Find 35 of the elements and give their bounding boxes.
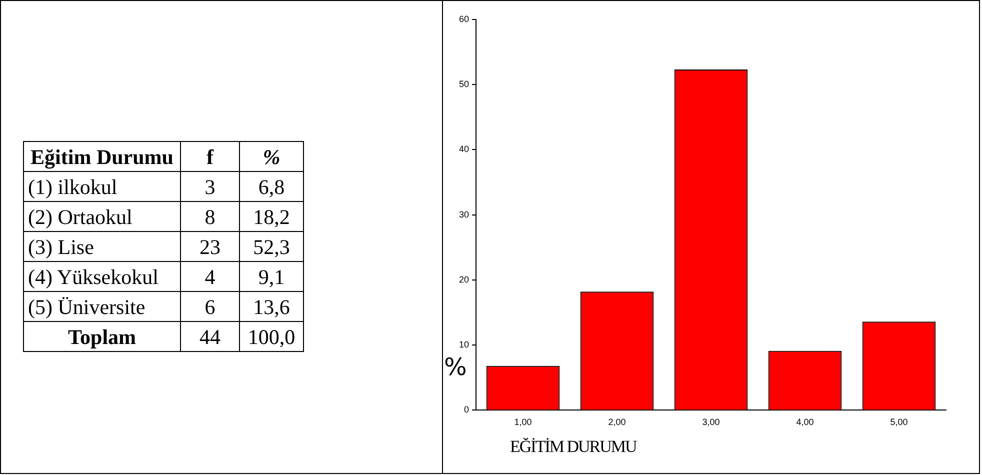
- text: Eğitim Durumu: [24, 142, 180, 172]
- y-tick-label: 60: [458, 14, 470, 24]
- text: 3: [180, 172, 240, 202]
- text: (1) ilkokul: [24, 172, 180, 202]
- y-axis-title: %: [444, 353, 467, 381]
- x-axis-title: EĞİTİM DURUMU: [510, 437, 636, 457]
- text: 13,6: [240, 292, 304, 322]
- y-tick-label: 20: [458, 274, 470, 284]
- x-tick-label: 4,00: [796, 417, 814, 428]
- y-tick-label: 40: [458, 144, 470, 154]
- text: 23: [180, 232, 240, 262]
- y-tick-label: 0: [464, 404, 470, 415]
- y-tick-label: 10: [458, 340, 470, 350]
- text: 6,8: [240, 172, 304, 202]
- y-tick-label: 30: [458, 209, 470, 220]
- text: 44: [180, 322, 240, 352]
- text: f: [180, 142, 240, 172]
- text: (4) Yüksekokul: [24, 262, 180, 292]
- text: 52,3: [240, 232, 304, 262]
- y-tick-label: 50: [458, 79, 470, 90]
- x-tick-label: 1,00: [514, 417, 532, 428]
- x-tick-label: 5,00: [890, 417, 908, 428]
- x-tick-label: 2,00: [608, 417, 626, 428]
- text: (5) Üniversite: [24, 292, 180, 322]
- text: 4: [180, 262, 240, 292]
- text: %: [240, 142, 304, 172]
- text: (3) Lise: [24, 232, 180, 262]
- text: (2) Ortaokul: [24, 202, 180, 232]
- text: 9,1: [240, 262, 304, 292]
- text: 18,2: [240, 202, 304, 232]
- text: Toplam: [24, 322, 180, 352]
- text: 6: [180, 292, 240, 322]
- text: 100,0: [240, 322, 304, 352]
- text: 8: [180, 202, 240, 232]
- x-tick-label: 3,00: [702, 417, 720, 428]
